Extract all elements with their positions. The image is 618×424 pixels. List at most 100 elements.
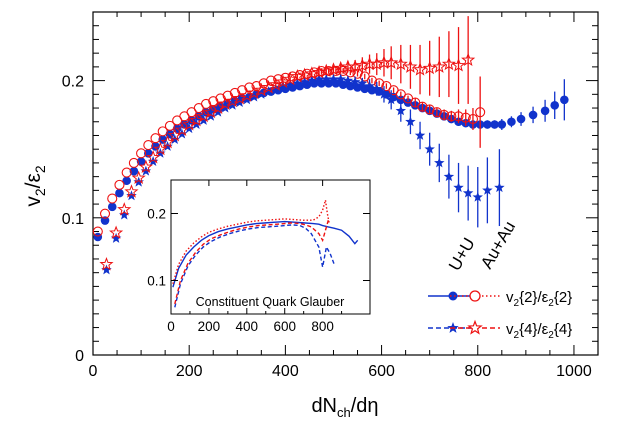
data-point bbox=[147, 156, 159, 166]
data-point bbox=[297, 67, 312, 82]
data-point bbox=[385, 94, 397, 105]
data-point bbox=[169, 134, 180, 145]
data-point bbox=[155, 147, 166, 158]
data-point bbox=[136, 148, 147, 159]
data-point bbox=[158, 135, 168, 144]
data-point bbox=[405, 116, 416, 127]
data-point bbox=[292, 77, 303, 88]
x-label-sub: ch bbox=[337, 405, 351, 420]
data-point bbox=[304, 66, 319, 80]
data-point bbox=[93, 232, 103, 242]
data-point bbox=[140, 165, 152, 176]
series-open-star bbox=[99, 16, 476, 271]
legend-marker-filled-circle bbox=[448, 291, 458, 301]
data-point bbox=[516, 114, 526, 124]
data-point bbox=[162, 140, 173, 151]
x-label-main: dN bbox=[311, 395, 337, 417]
data-point bbox=[122, 176, 131, 186]
inset-background bbox=[171, 180, 370, 314]
data-point bbox=[92, 226, 103, 237]
data-point bbox=[417, 101, 428, 112]
data-point bbox=[157, 126, 168, 137]
data-point bbox=[256, 88, 267, 99]
data-point bbox=[176, 128, 188, 139]
axis-ticks bbox=[92, 12, 599, 356]
data-point bbox=[453, 111, 464, 122]
data-point bbox=[431, 107, 442, 118]
data-point bbox=[248, 91, 260, 102]
x-tick-label: 800 bbox=[464, 363, 491, 380]
data-point bbox=[131, 170, 146, 185]
y-label-v: v bbox=[22, 196, 45, 207]
data-point bbox=[126, 190, 137, 201]
inset-x-tick-label: 800 bbox=[311, 319, 334, 334]
inset-y-tick-label: 0.1 bbox=[147, 274, 166, 289]
data-point bbox=[434, 157, 445, 168]
x-tick-label: 200 bbox=[176, 363, 203, 380]
data-point bbox=[364, 80, 375, 91]
data-point bbox=[138, 159, 153, 174]
data-series bbox=[92, 16, 569, 275]
data-point bbox=[143, 140, 154, 151]
data-point bbox=[395, 105, 407, 116]
y-label-sub2: 2 bbox=[32, 165, 48, 173]
data-point bbox=[441, 56, 456, 71]
data-point bbox=[109, 225, 124, 239]
data-point bbox=[115, 188, 124, 198]
legend-marker-open-circle bbox=[469, 290, 481, 302]
data-point bbox=[348, 59, 363, 73]
data-point bbox=[183, 123, 195, 134]
y-label-slash: /ε bbox=[22, 173, 45, 188]
x-tick-labels: 0 200 400 600 800 1000 bbox=[89, 363, 592, 380]
x-tick-label: 0 bbox=[89, 363, 98, 380]
data-point bbox=[101, 264, 112, 275]
data-point bbox=[164, 120, 176, 131]
legend-entry-v2-2: v2{2}/ε2{2} bbox=[428, 289, 572, 309]
legend-label-v2-2: v2{2}/ε2{2} bbox=[506, 289, 572, 309]
data-point bbox=[424, 104, 435, 115]
data-point bbox=[290, 69, 305, 83]
data-point bbox=[107, 202, 117, 212]
inset-curve bbox=[172, 220, 359, 288]
data-point bbox=[497, 120, 507, 129]
data-point bbox=[124, 184, 139, 198]
y-tick-labels: 0 0.1 0.2 bbox=[62, 74, 84, 365]
inset-x-tick-label: 0 bbox=[167, 319, 175, 334]
data-point bbox=[403, 59, 418, 73]
inset-title: Constituent Quark Glauber bbox=[196, 295, 345, 309]
data-point bbox=[472, 191, 483, 202]
data-point bbox=[443, 171, 455, 182]
data-point bbox=[306, 75, 318, 86]
data-point bbox=[342, 75, 354, 86]
data-point bbox=[227, 99, 238, 110]
data-point bbox=[263, 86, 274, 97]
inset-x-tick-label: 400 bbox=[236, 319, 259, 334]
data-point bbox=[270, 83, 281, 94]
y-tick-label: 0.1 bbox=[62, 211, 84, 228]
data-point bbox=[299, 76, 310, 87]
data-point bbox=[424, 143, 435, 154]
y-label-sub: 2 bbox=[32, 188, 48, 196]
legend-marker-open-star bbox=[467, 319, 483, 335]
data-point bbox=[371, 83, 382, 94]
data-point bbox=[220, 102, 231, 113]
data-point bbox=[277, 80, 289, 91]
data-point bbox=[349, 76, 361, 87]
inset-axis-ticks: 0 200 400 600 800 0.1 0.2 bbox=[147, 180, 370, 334]
inset-curve bbox=[174, 224, 335, 308]
data-point bbox=[393, 56, 408, 71]
x-tick-label: 1000 bbox=[556, 363, 592, 380]
data-point bbox=[446, 111, 457, 122]
data-point bbox=[453, 182, 464, 193]
data-point bbox=[507, 117, 516, 127]
data-point bbox=[550, 100, 560, 110]
data-point bbox=[475, 107, 486, 118]
inset-frame bbox=[170, 179, 371, 315]
data-point bbox=[482, 184, 493, 195]
data-point bbox=[119, 209, 130, 220]
data-point bbox=[422, 60, 437, 75]
data-point bbox=[191, 119, 202, 129]
data-point bbox=[99, 208, 111, 219]
data-point bbox=[146, 150, 161, 164]
legend-label-v2-4: v2{4}/ε2{4} bbox=[506, 321, 572, 341]
